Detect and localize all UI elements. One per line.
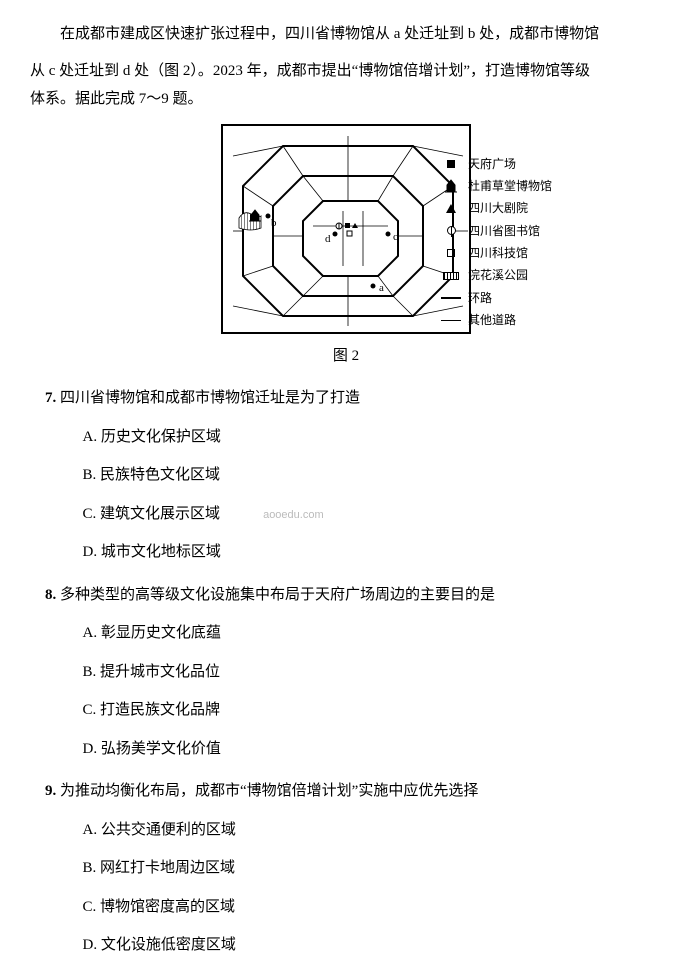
legend-row: 其他道路 [440,310,552,330]
intro-line-1: 在成都市建成区快速扩张过程中，四川省博物馆从 a 处迁址到 b 处，成都市博物馆 [30,20,662,49]
legend: 天府广场杜甫草堂博物馆四川大剧院四川省图书馆四川科技馆浣花溪公园环路其他道路 [440,154,552,333]
legend-label: 杜甫草堂博物馆 [468,176,552,196]
option: B. 提升城市文化品位 [30,658,662,687]
svg-text:d: d [325,233,331,245]
empty-square-icon [440,249,462,257]
triangle-icon [440,204,462,213]
option: C. 建筑文化展示区域 aooedu.com [30,500,662,529]
map-diagram: a b c d [221,124,471,334]
legend-label: 浣花溪公园 [468,265,528,285]
legend-row: 四川省图书馆 [440,221,552,241]
legend-label: 四川科技馆 [468,243,528,263]
map-svg: a b c d [223,126,473,336]
intro-line-2: 从 c 处迁址到 d 处（图 2）。2023 年，成都市提出“博物馆倍增计划”，… [30,57,662,86]
legend-row: 浣花溪公园 [440,265,552,285]
hatch-icon [440,272,462,280]
question-stem: 8. 多种类型的高等级文化设施集中布局于天府广场周边的主要目的是 [30,581,662,610]
thick-line-icon [440,297,462,299]
legend-row: 杜甫草堂博物馆 [440,176,552,196]
legend-row: 环路 [440,288,552,308]
svg-text:c: c [393,231,398,243]
legend-row: 天府广场 [440,154,552,174]
legend-row: 四川大剧院 [440,198,552,218]
legend-row: 四川科技馆 [440,243,552,263]
option: C. 打造民族文化品牌 [30,696,662,725]
filled-square-icon [440,160,462,168]
legend-label: 四川省图书馆 [468,221,540,241]
option: C. 博物馆密度高的区域 [30,893,662,922]
option: B. 民族特色文化区域 [30,461,662,490]
option: A. 历史文化保护区域 [30,423,662,452]
option: D. 城市文化地标区域 [30,538,662,567]
thin-line-icon [440,320,462,321]
option: D. 弘扬美学文化价值 [30,735,662,764]
legend-label: 环路 [468,288,492,308]
figure-caption: 图 2 [30,342,662,371]
option: A. 彰显历史文化底蕴 [30,619,662,648]
option: A. 公共交通便利的区域 [30,816,662,845]
svg-text:b: b [271,217,277,229]
question-stem: 9. 为推动均衡化布局，成都市“博物馆倍增计划”实施中应优先选择 [30,777,662,806]
figure-container: a b c d 天府广场杜甫草堂博物馆四川大剧院四川省图书馆四川科技馆浣花溪公园环路其… [30,124,662,334]
question-stem: 7. 四川省博物馆和成都市博物馆迁址是为了打造 [30,384,662,413]
option: B. 网红打卡地周边区域 [30,854,662,883]
circle-bar-icon [440,226,462,235]
intro-line-3: 体系。据此完成 7～9 题。 [30,85,662,114]
watermark-text: aooedu.com [260,509,324,521]
legend-label: 天府广场 [468,154,516,174]
building-icon [440,179,462,193]
legend-label: 四川大剧院 [468,198,528,218]
option: D. 文化设施低密度区域 [30,931,662,960]
svg-text:a: a [379,282,384,294]
legend-label: 其他道路 [468,310,516,330]
